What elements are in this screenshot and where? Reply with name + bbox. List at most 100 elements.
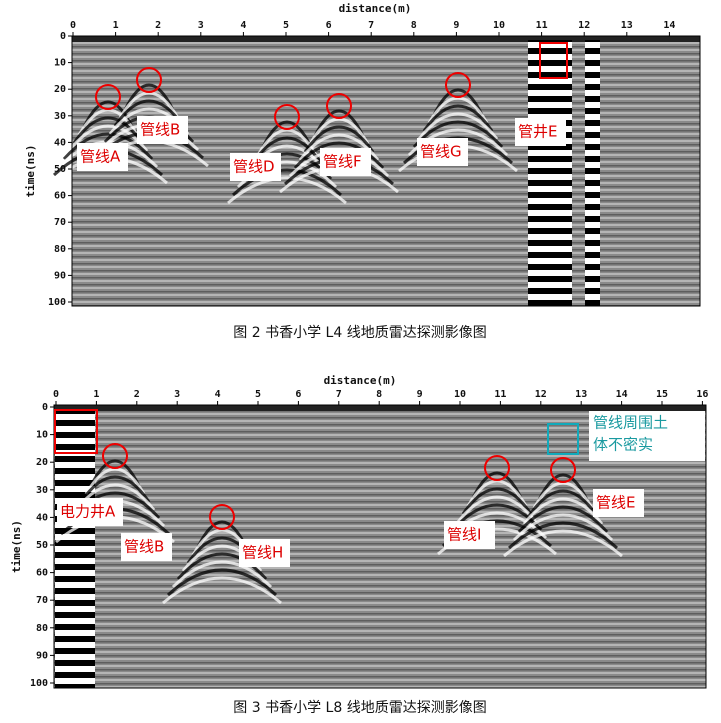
radargram (72, 36, 700, 306)
target-circle (484, 455, 510, 481)
label-bg (589, 411, 705, 461)
hyperbola (471, 471, 523, 499)
hyperbola (512, 513, 614, 542)
hyperbola (313, 109, 365, 137)
y-tick-label: 60 (36, 568, 48, 579)
hyperbola (503, 529, 623, 558)
x-tick-label: 0 (53, 389, 59, 400)
x-tick-label: 2 (155, 20, 161, 31)
target-circle (274, 104, 300, 130)
x-tick-label: 14 (663, 20, 675, 31)
annotation: 管线I (447, 526, 481, 544)
y-tick-label: 50 (36, 540, 48, 551)
surface-band (54, 405, 706, 411)
annotation: 管线G (420, 143, 462, 161)
y-tick-label: 70 (54, 217, 66, 228)
target-circle (209, 504, 235, 530)
label-bg (121, 533, 172, 561)
x-tick-label: 0 (70, 20, 76, 31)
annotation: 管线E (596, 494, 635, 512)
y-tick-label: 100 (48, 297, 66, 308)
hyperbola (62, 132, 154, 160)
x-tick-label: 1 (93, 389, 99, 400)
hyperbola (231, 168, 343, 197)
hyperbola (461, 487, 533, 515)
x-tick-label: 13 (575, 389, 587, 400)
y-axis-label: time(ns) (10, 520, 23, 573)
hyperbola (162, 576, 282, 605)
label-bg (417, 138, 468, 166)
hyperbola (507, 521, 619, 550)
x-tick-label: 7 (368, 20, 374, 31)
label-bg (137, 116, 188, 144)
hyperbola (176, 552, 268, 580)
target-box (539, 42, 568, 79)
x-tick-label: 5 (255, 389, 261, 400)
note-line: 体不密实 (593, 436, 653, 454)
y-tick-label: 80 (54, 244, 66, 255)
y-tick-label: 10 (54, 58, 66, 69)
hyperbola (527, 489, 599, 517)
hyperbola (261, 120, 313, 148)
hyperbola (171, 560, 273, 589)
y-tick-label: 60 (54, 191, 66, 202)
x-tick-label: 5 (283, 20, 289, 31)
y-tick-label: 0 (60, 31, 66, 42)
hyperbola (79, 475, 151, 503)
x-tick-label: 4 (215, 389, 221, 400)
annotation: 管线D (233, 158, 275, 176)
x-tick-label: 1 (113, 20, 119, 31)
hyperbola (417, 112, 499, 140)
hyperbola (412, 120, 504, 148)
hyperbola (89, 459, 141, 487)
x-tick-label: 11 (494, 389, 506, 400)
y-tick-label: 70 (36, 595, 48, 606)
x-tick-label: 4 (240, 20, 246, 31)
x-tick-label: 6 (326, 20, 332, 31)
x-axis-label: distance(m) (324, 374, 397, 387)
radargram-figure (48, 36, 700, 306)
target-circle (550, 457, 576, 483)
hyperbola (537, 473, 589, 501)
label-bg (593, 489, 644, 517)
y-tick-label: 30 (36, 485, 48, 496)
annotation: 管井E (518, 123, 557, 141)
label-bg (320, 148, 371, 176)
label-bg (57, 498, 123, 526)
hyperbola (227, 176, 347, 205)
x-tick-label: 6 (295, 389, 301, 400)
y-tick-label: 40 (36, 512, 48, 523)
annotation: 电力井A (60, 503, 116, 521)
target-circle (445, 72, 471, 98)
x-tick-label: 10 (493, 20, 505, 31)
target-box (547, 423, 579, 455)
hyperbola (196, 520, 248, 548)
label-bg (515, 118, 566, 146)
x-tick-label: 3 (198, 20, 204, 31)
caption: 图 3 书香小学 L8 线地质雷达探测影像图 (233, 700, 486, 716)
x-axis-label: distance(m) (339, 2, 412, 15)
strong-reflection (585, 40, 600, 306)
target-circle (102, 443, 128, 469)
y-tick-label: 50 (54, 164, 66, 175)
y-axis-label: time(ns) (24, 145, 37, 198)
y-tick-label: 90 (36, 650, 48, 661)
x-tick-label: 16 (696, 389, 708, 400)
x-tick-label: 9 (453, 20, 459, 31)
annotation: 管线B (124, 538, 164, 556)
y-tick-label: 80 (36, 623, 48, 634)
y-tick-label: 20 (36, 457, 48, 468)
y-tick-label: 20 (54, 84, 66, 95)
x-tick-label: 12 (578, 20, 590, 31)
caption: 图 2 书香小学 L4 线地质雷达探测影像图 (233, 325, 486, 341)
label-bg (77, 143, 128, 171)
y-tick-label: 90 (54, 270, 66, 281)
x-tick-label: 13 (621, 20, 633, 31)
surface-band (72, 36, 700, 42)
strong-reflection (55, 409, 95, 688)
annotation: 管线B (140, 121, 180, 139)
x-tick-label: 8 (376, 389, 382, 400)
plot-frame (53, 404, 707, 689)
hyperbola (166, 568, 278, 597)
y-tick-label: 40 (54, 137, 66, 148)
